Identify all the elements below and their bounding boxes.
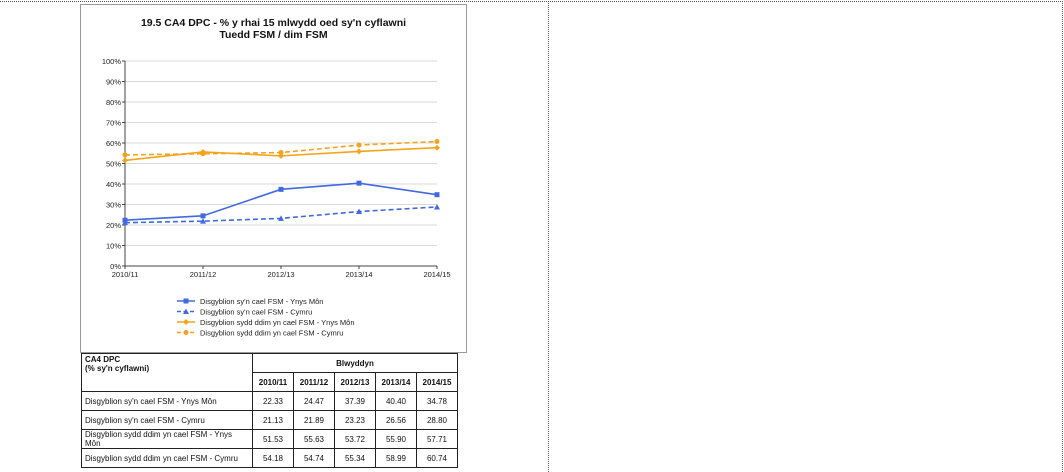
cell-value: 58.99	[375, 448, 417, 468]
chart-subtitle: Tuedd FSM / dim FSM	[219, 29, 328, 41]
y-tick-label: 80%	[106, 98, 121, 107]
table-row: Disgyblion sy'n cael FSM - Cymru 21.13 2…	[81, 410, 458, 430]
table-year-header-row: 2010/11 2011/12 2012/13 2013/14 2014/15	[82, 372, 458, 392]
cell-value: 37.39	[334, 391, 376, 411]
legend-label: Disgyblion sy'n cael FSM - Cymru	[200, 308, 312, 317]
data-point	[122, 219, 128, 226]
data-point	[356, 142, 362, 148]
legend-marker	[183, 308, 189, 314]
legend-label: Disgyblion sy'n cael FSM - Ynys Môn	[200, 297, 323, 306]
legend-label: Disgyblion sydd ddim yn cael FSM - Ynys …	[200, 318, 355, 327]
data-point	[278, 215, 284, 221]
data-point	[122, 157, 128, 164]
y-tick-label: 0%	[110, 262, 121, 271]
legend-marker	[183, 319, 189, 325]
chart-card: 19.5 CA4 DPC - % y rhai 15 mlwydd oed sy…	[80, 4, 467, 353]
y-tick-label: 10%	[106, 242, 121, 251]
data-point	[434, 203, 440, 210]
y-tick-label: 50%	[106, 160, 121, 169]
x-tick-label: 2011/12	[190, 270, 217, 279]
cell-value: 55.90	[375, 429, 417, 449]
cell-value: 51.53	[252, 429, 294, 449]
x-tick-label: 2013/14	[345, 270, 372, 279]
x-tick-label: 2010/11	[112, 270, 139, 279]
year-header: 2013/14	[375, 372, 417, 392]
data-point	[434, 144, 440, 151]
cell-value: 57.71	[416, 429, 458, 449]
row-label: Disgyblion sydd ddim yn cael FSM - Ynys …	[81, 429, 253, 449]
cell-value: 24.47	[293, 391, 335, 411]
cell-value: 21.89	[293, 410, 335, 430]
table-row: Disgyblion sy'n cael FSM - Ynys Môn 22.3…	[81, 391, 458, 411]
y-tick-label: 90%	[106, 78, 121, 87]
cell-value: 21.13	[252, 410, 294, 430]
axes: 0% 10% 20% 30% 40% 50% 60% 70% 80% 90% 100% 2010/11…	[102, 57, 451, 279]
cell-value: 28.80	[416, 410, 458, 430]
table-corner-title: CA4 DPC	[85, 355, 121, 364]
table-corner-cell: CA4 DPC (% sy'n cyflawni)	[81, 353, 253, 392]
y-tick-label: 70%	[106, 119, 121, 128]
cell-value: 53.72	[334, 429, 376, 449]
y-tick-label: 30%	[106, 201, 121, 210]
year-header: 2014/15	[416, 372, 458, 392]
legend: Disgyblion sy'n cael FSM - Ynys Môn Disgy…	[177, 297, 355, 338]
data-point	[200, 151, 206, 157]
y-tick-label: 100%	[102, 57, 122, 66]
line-chart: 0% 10% 20% 30% 40% 50% 60% 70% 80% 90% 100% 2010/11…	[102, 57, 451, 338]
cell-value: 26.56	[375, 410, 417, 430]
y-tick-label: 20%	[106, 221, 121, 230]
data-point	[356, 180, 362, 186]
cell-value: 54.74	[293, 448, 335, 468]
chart-title: 19.5 CA4 DPC - % y rhai 15 mlwydd oed sy…	[140, 17, 407, 29]
data-point	[278, 186, 284, 192]
cell-value: 22.33	[252, 391, 294, 411]
x-tick-label: 2014/15	[423, 270, 450, 279]
data-point	[122, 152, 128, 158]
row-label: Disgyblion sy'n cael FSM - Cymru	[81, 410, 253, 430]
frame-top-border	[0, 1, 1063, 2]
grid-lines	[125, 60, 437, 246]
table-group-header: Blwyddyn	[252, 353, 458, 373]
legend-marker	[183, 298, 189, 304]
cell-value: 34.78	[416, 391, 458, 411]
year-header: 2012/13	[334, 372, 376, 392]
frame-column-divider	[548, 1, 549, 472]
data-point	[434, 138, 440, 144]
year-header: 2010/11	[252, 372, 294, 392]
data-point	[278, 150, 284, 156]
data-point	[356, 148, 362, 155]
data-point	[434, 192, 440, 198]
table-corner-subtitle: (% sy'n cyflawni)	[85, 364, 150, 373]
cell-value: 54.18	[252, 448, 294, 468]
cell-value: 40.40	[375, 391, 417, 411]
row-label: Disgyblion sy'n cael FSM - Ynys Môn	[81, 391, 253, 411]
row-label: Disgyblion sydd ddim yn cael FSM - Cymru	[81, 448, 253, 468]
cell-value: 23.23	[334, 410, 376, 430]
legend-label: Disgyblion sydd ddim yn cael FSM - Cymru	[200, 329, 343, 338]
frame-right-border	[1062, 1, 1063, 472]
table-row: Disgyblion sydd ddim yn cael FSM - Cymru…	[81, 448, 458, 468]
data-table: CA4 DPC (% sy'n cyflawni) Blwyddyn 2010/…	[81, 353, 458, 468]
data-point	[356, 208, 362, 215]
cell-value: 60.74	[416, 448, 458, 468]
y-tick-label: 40%	[106, 180, 121, 189]
data-point	[200, 218, 206, 224]
table-row: Disgyblion sydd ddim yn cael FSM - Ynys …	[81, 429, 458, 449]
y-tick-label: 60%	[106, 139, 121, 148]
cell-value: 55.34	[334, 448, 376, 468]
x-tick-label: 2012/13	[267, 270, 294, 279]
legend-marker	[183, 330, 189, 335]
data-point	[200, 213, 206, 219]
cell-value: 55.63	[293, 429, 335, 449]
year-header: 2011/12	[293, 372, 335, 392]
series-lines	[122, 138, 440, 226]
